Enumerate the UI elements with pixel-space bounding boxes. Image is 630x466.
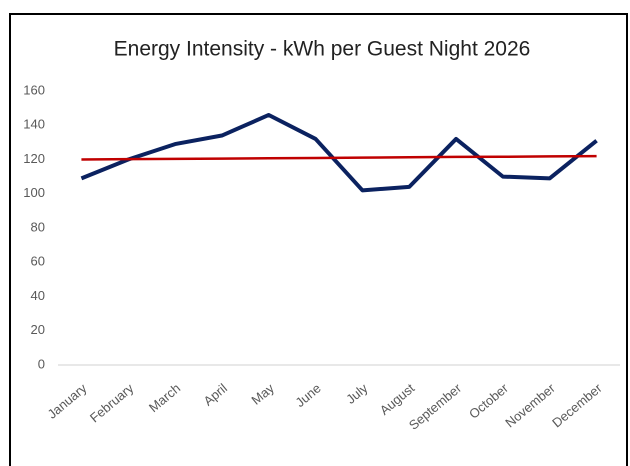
chart-title: Energy Intensity - kWh per Guest Night 2… xyxy=(114,38,531,61)
y-tick-label: 140 xyxy=(23,117,45,132)
y-tick-label: 60 xyxy=(31,254,45,269)
line-series xyxy=(80,112,598,193)
line-series xyxy=(81,154,597,161)
y-tick-label: 0 xyxy=(38,356,45,371)
y-tick-label: 100 xyxy=(23,185,45,200)
frame xyxy=(9,13,628,466)
y-tick-label: 80 xyxy=(31,219,45,234)
y-tick-label: 20 xyxy=(31,322,45,337)
y-tick-label: 40 xyxy=(31,288,45,303)
y-tick-label: 120 xyxy=(23,151,45,166)
y-tick-label: 160 xyxy=(23,82,45,97)
